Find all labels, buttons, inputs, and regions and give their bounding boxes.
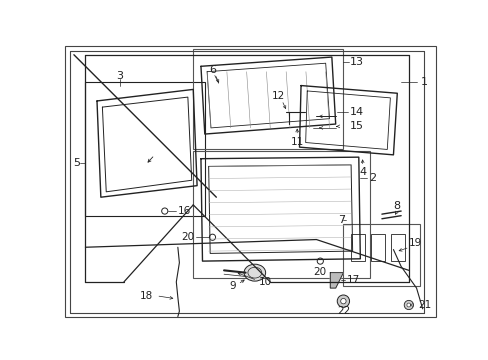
Text: 11: 11 [290, 137, 303, 147]
Circle shape [406, 303, 410, 307]
Text: 7: 7 [338, 215, 345, 225]
Text: 2: 2 [368, 173, 375, 183]
Text: 6: 6 [208, 65, 216, 75]
Text: 1: 1 [420, 77, 427, 87]
Text: 14: 14 [349, 108, 363, 117]
Bar [343, 224, 420, 286]
Text: 4: 4 [358, 167, 366, 177]
Text: 12: 12 [271, 91, 284, 100]
Polygon shape [329, 273, 343, 288]
Text: 15: 15 [349, 121, 363, 131]
Text: 22: 22 [336, 306, 349, 316]
Bar [370, 234, 384, 261]
Text: 20: 20 [313, 267, 326, 277]
Text: 5: 5 [73, 158, 80, 167]
Circle shape [404, 300, 413, 310]
Bar [390, 234, 404, 261]
Text: 19: 19 [408, 238, 421, 248]
Bar [193, 151, 369, 278]
Text: 8: 8 [393, 202, 400, 211]
Ellipse shape [244, 264, 265, 281]
Text: 18: 18 [140, 291, 153, 301]
Bar [350, 234, 364, 261]
Text: 17: 17 [346, 275, 360, 285]
Text: 9: 9 [228, 281, 235, 291]
Bar [193, 49, 343, 149]
Text: 16: 16 [178, 206, 191, 216]
Text: 20: 20 [181, 232, 194, 242]
Circle shape [340, 298, 346, 304]
Text: 13: 13 [349, 58, 363, 67]
Text: 21: 21 [417, 300, 430, 310]
Circle shape [337, 295, 349, 307]
Text: 10: 10 [258, 277, 271, 287]
Text: 3: 3 [116, 71, 123, 81]
Bar [85, 82, 204, 216]
